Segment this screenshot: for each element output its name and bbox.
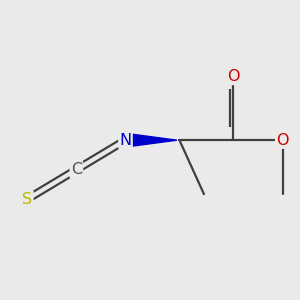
Polygon shape: [133, 134, 177, 146]
Text: C: C: [71, 162, 82, 177]
Text: O: O: [276, 133, 289, 148]
Text: O: O: [227, 69, 240, 84]
Text: S: S: [22, 192, 32, 207]
Text: N: N: [119, 133, 131, 148]
